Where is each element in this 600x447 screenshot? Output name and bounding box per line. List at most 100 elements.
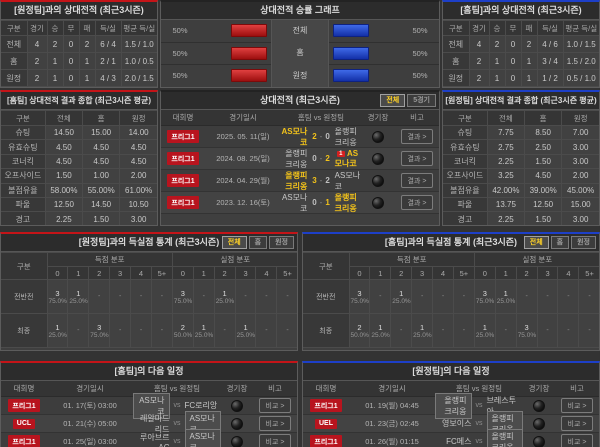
dist-cell: 1 25.0% [47, 313, 69, 348]
list-column-header: 비고 [410, 113, 424, 122]
venue-cell [221, 399, 253, 412]
dist-count: 1 [378, 322, 383, 332]
venue-cell [523, 435, 555, 447]
home-score: 0 [312, 198, 317, 207]
matchup: AS모나코 vs FC로리앙 [133, 392, 221, 419]
dist-home-title-text: [원정팀]과의 득실점 통계 (최근3시즌) [78, 237, 220, 247]
tab-원정[interactable]: 원정 [269, 236, 294, 249]
cell: 15.00 [561, 196, 599, 213]
column-header: 득/실 [537, 20, 564, 36]
cell: 45.00% [561, 182, 599, 198]
cell: 4.50 [119, 139, 157, 155]
result-button[interactable]: 결과 > [400, 129, 434, 144]
column-header: 홈 [524, 110, 563, 126]
stadium-icon[interactable] [533, 399, 545, 412]
tab-홈[interactable]: 홈 [550, 236, 570, 249]
league-cell: 프리그1 [161, 174, 205, 187]
cell: 1.0 / 0.5 [121, 52, 157, 70]
dist-count: 1 [55, 322, 60, 332]
away-winrate-value: 50% [412, 48, 428, 58]
cell: 2 [79, 35, 96, 53]
stadium-icon[interactable] [372, 152, 384, 165]
stadium-icon[interactable] [231, 399, 243, 412]
cell: 2.25 [487, 211, 526, 225]
compare-button[interactable]: 비교 > [560, 434, 594, 447]
stadium-icon[interactable] [372, 174, 384, 187]
dist-cell: - [67, 313, 90, 348]
tab-5경기[interactable]: 5경기 [407, 94, 436, 107]
home-team-name: 올랭피크리옹 [281, 148, 307, 170]
compare-button[interactable]: 비교 > [258, 434, 292, 447]
stadium-icon[interactable] [372, 130, 384, 143]
dist-score-col: 0 [47, 266, 69, 280]
tab-전체[interactable]: 전체 [221, 236, 247, 249]
league-badge: 프리그1 [167, 196, 199, 209]
dist-cell: - [495, 313, 517, 348]
stadium-icon[interactable] [372, 196, 384, 209]
dist-cell: - [557, 279, 580, 314]
dist-count: 3 [524, 322, 529, 332]
winrate-graph-title: 상대전적 승률 그래프 [161, 2, 439, 20]
stadium-icon[interactable] [533, 435, 545, 447]
cell: 4.50 [119, 153, 157, 170]
cell: 1 [489, 69, 506, 87]
schedule-row: 프리그1 01. 19(월) 04:45 올랭피크리옹vs브레스투아 비교 > [303, 392, 599, 419]
cell: 1 / 2 [537, 69, 564, 87]
list-column-header: 비고 [570, 384, 584, 393]
action-cell: 결과 > [395, 173, 439, 188]
tab-홈[interactable]: 홈 [248, 236, 268, 249]
dist-cell: - [557, 313, 580, 348]
winrate-row-label: 원정 [271, 64, 329, 87]
result-button[interactable]: 결과 > [400, 151, 434, 166]
cell: 3.00 [561, 153, 599, 170]
recent-meetings-header: 대회명 경기일시 홈팀 vs 원정팀 경기장 비고 [161, 110, 439, 126]
list-column-header: 경기장 [367, 113, 389, 122]
row-label: 전체 [443, 35, 470, 53]
dist-score-col: 0 [172, 266, 194, 280]
schedule-home-list: 프리그1 01. 17(토) 03:00 AS모나코 vs FC로리앙 비교 > UCL 01… [1, 392, 297, 447]
dist-cell: - [276, 313, 297, 348]
tab-전체[interactable]: 전체 [380, 94, 406, 107]
cell: 1.5 / 2.0 [563, 52, 599, 70]
score: 0-1 [307, 198, 334, 207]
league-badge: 프리그1 [167, 130, 199, 143]
team-label: AS모나코 [184, 428, 221, 447]
compare-button[interactable]: 비교 > [258, 416, 292, 431]
cell: 42.00% [487, 182, 526, 198]
dist-cell: - [255, 279, 278, 314]
home-winrate-track [199, 69, 271, 83]
cell: 2 [47, 35, 64, 53]
dist-row: 최종 1 25.0% -3 75.0% - - -2 50.0% 1 25.0% -1 25.0% - - [1, 313, 297, 348]
dist-cell: - [193, 279, 215, 314]
action-cell: 비교 > [253, 434, 297, 447]
league-cell: 프리그1 [303, 435, 349, 447]
compare-button[interactable]: 비교 > [560, 398, 594, 413]
dist-cell: - [109, 313, 132, 348]
dist-cell: - [390, 313, 413, 348]
team-label: AS모나코 [133, 392, 170, 419]
stadium-icon[interactable] [231, 417, 243, 430]
result-button[interactable]: 결과 > [400, 173, 434, 188]
dist-score-col: 2 [516, 266, 538, 280]
tab-전체[interactable]: 전체 [523, 236, 549, 249]
dist-score-col: 3 [109, 266, 132, 280]
action-cell: 비교 > [555, 434, 599, 447]
away-team-name: 올랭피크리옹 [335, 126, 361, 148]
league-cell: 프리그1 [161, 196, 205, 209]
table-row: 오프사이드 1.50 1.00 2.00 [1, 168, 157, 184]
stadium-icon[interactable] [533, 417, 545, 430]
list-column-header: 대회명 [13, 384, 35, 393]
compare-button[interactable]: 비교 > [258, 398, 292, 413]
away-team-name: 1 AS모나코 [335, 149, 361, 169]
home-team-name: AS모나코 [281, 126, 308, 148]
result-button[interactable]: 결과 > [400, 195, 434, 210]
winrate-graph-panel: 상대전적 승률 그래프 50% 전체 50% 50% 홈 50% 50% 원정 50% [160, 0, 440, 88]
dist-percent: 25.0% [371, 331, 390, 339]
stadium-icon[interactable] [231, 435, 243, 447]
row-label: 볼점유율 [443, 182, 488, 198]
compare-button[interactable]: 비교 > [560, 416, 594, 431]
tab-원정[interactable]: 원정 [571, 236, 596, 249]
list-column-header: 홈팀 vs 원정팀 [297, 113, 345, 122]
league-cell: 프리그1 [303, 399, 349, 412]
cell: 4 / 3 [95, 69, 122, 87]
